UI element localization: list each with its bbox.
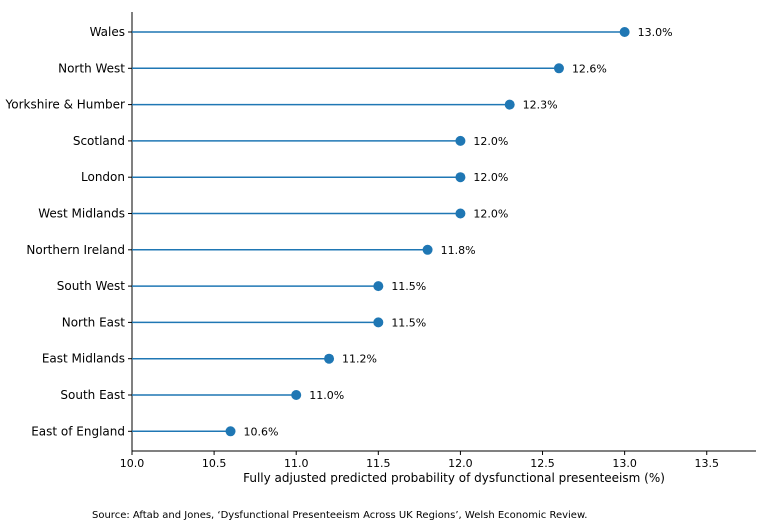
value-label: 12.6% xyxy=(572,62,607,75)
y-tick-label: East of England xyxy=(31,424,125,438)
lollipop-dot xyxy=(455,135,466,146)
lollipop-dot xyxy=(619,27,630,37)
y-tick-label: Scotland xyxy=(73,134,125,148)
lollipop-dot xyxy=(373,281,384,292)
x-tick-label: 10.0 xyxy=(120,457,145,470)
y-tick-label: Yorkshire & Humber xyxy=(5,98,126,112)
x-tick-label: 13.0 xyxy=(612,457,637,470)
value-label: 11.8% xyxy=(441,244,476,257)
value-label: 11.5% xyxy=(391,280,426,293)
y-tick-label: North West xyxy=(58,61,125,75)
y-tick-label: South West xyxy=(57,279,125,293)
lollipop-dot xyxy=(324,353,335,364)
value-label: 11.5% xyxy=(391,316,426,329)
value-label: 12.0% xyxy=(473,135,508,148)
y-tick-label: London xyxy=(81,170,125,184)
y-tick-label: North East xyxy=(62,315,126,329)
lollipop-dot xyxy=(455,172,466,183)
value-label: 13.0% xyxy=(638,26,673,39)
y-tick-label: East Midlands xyxy=(42,352,125,366)
x-tick-label: 11.5 xyxy=(366,457,391,470)
lollipop-dot xyxy=(422,244,433,255)
lollipop-dot xyxy=(373,317,384,328)
x-tick-label: 10.5 xyxy=(202,457,227,470)
lollipop-dot xyxy=(455,208,466,219)
plot-area: 10.0 10.5 11.0 11.5 12.0 12.5 13.0 13.5 Fully ad… xyxy=(5,12,756,485)
x-tick-label: 11.0 xyxy=(284,457,309,470)
value-label: 12.0% xyxy=(473,208,508,221)
value-label: 11.0% xyxy=(309,389,344,402)
y-tick-label: Wales xyxy=(90,25,125,39)
value-label: 12.0% xyxy=(473,171,508,184)
x-tick-label: 12.5 xyxy=(530,457,555,470)
source-note: Source: Aftab and Jones, ‘Dysfunctional … xyxy=(92,510,588,521)
y-tick-label: West Midlands xyxy=(38,207,125,221)
y-tick-label: South East xyxy=(60,388,125,402)
value-label: 10.6% xyxy=(244,425,279,438)
x-tick-label: 13.5 xyxy=(694,457,719,470)
lollipop-dot xyxy=(291,390,302,400)
lollipop-dot xyxy=(504,99,515,110)
x-axis-title: Fully adjusted predicted probability of … xyxy=(243,471,665,485)
lollipop-dot xyxy=(553,63,564,74)
value-label: 11.2% xyxy=(342,353,377,366)
y-tick-label: Northern Ireland xyxy=(26,243,125,257)
x-tick-label: 12.0 xyxy=(448,457,473,470)
lollipop-dot xyxy=(225,426,236,437)
value-label: 12.3% xyxy=(523,99,558,112)
